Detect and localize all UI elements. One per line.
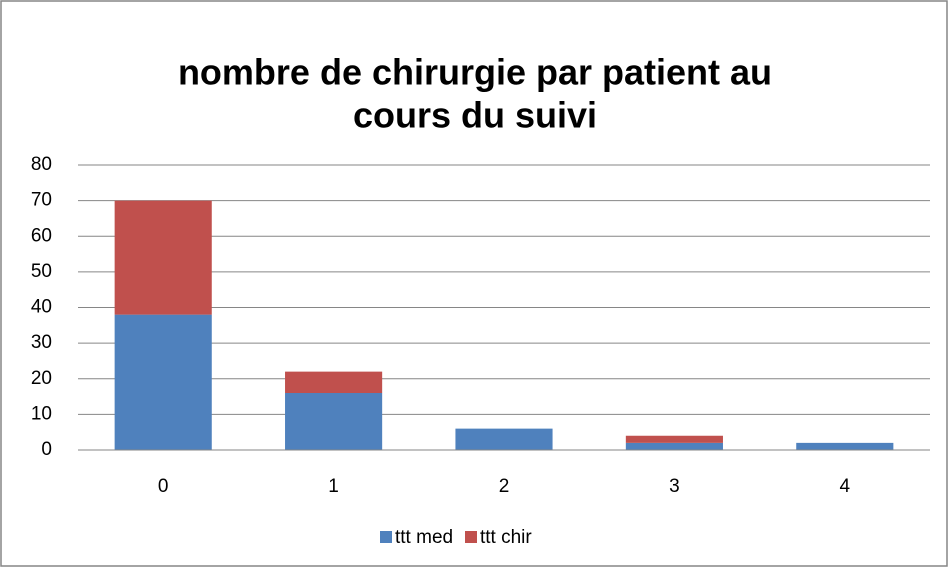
y-tick-label: 60 — [31, 225, 52, 246]
chart-title: cours du suivi — [353, 95, 597, 136]
y-tick-label: 70 — [31, 190, 52, 211]
bar-segment — [455, 428, 553, 450]
bar-segment — [285, 393, 383, 450]
x-tick-label: 1 — [328, 476, 339, 497]
bar-segment — [625, 435, 723, 443]
legend-label: ttt chir — [480, 527, 532, 548]
bar-segment — [114, 314, 212, 450]
y-tick-label: 10 — [31, 403, 52, 424]
bar-segment — [796, 442, 894, 450]
y-tick-label: 0 — [41, 439, 52, 460]
y-tick-label: 40 — [31, 297, 52, 318]
chart-title: nombre de chirurgie par patient au — [178, 52, 772, 93]
y-tick-label: 80 — [31, 154, 52, 175]
x-tick-label: 0 — [158, 476, 169, 497]
y-tick-label: 50 — [31, 261, 52, 282]
x-tick-label: 3 — [669, 476, 680, 497]
bar-segment — [285, 371, 383, 393]
bar-segment — [114, 200, 212, 315]
y-tick-label: 30 — [31, 332, 52, 353]
legend-swatch — [465, 531, 477, 543]
bar-segment — [625, 442, 723, 450]
x-tick-label: 2 — [499, 476, 510, 497]
legend-swatch — [380, 531, 392, 543]
legend-label: ttt med — [395, 527, 453, 548]
x-tick-label: 4 — [840, 476, 851, 497]
y-tick-label: 20 — [31, 368, 52, 389]
